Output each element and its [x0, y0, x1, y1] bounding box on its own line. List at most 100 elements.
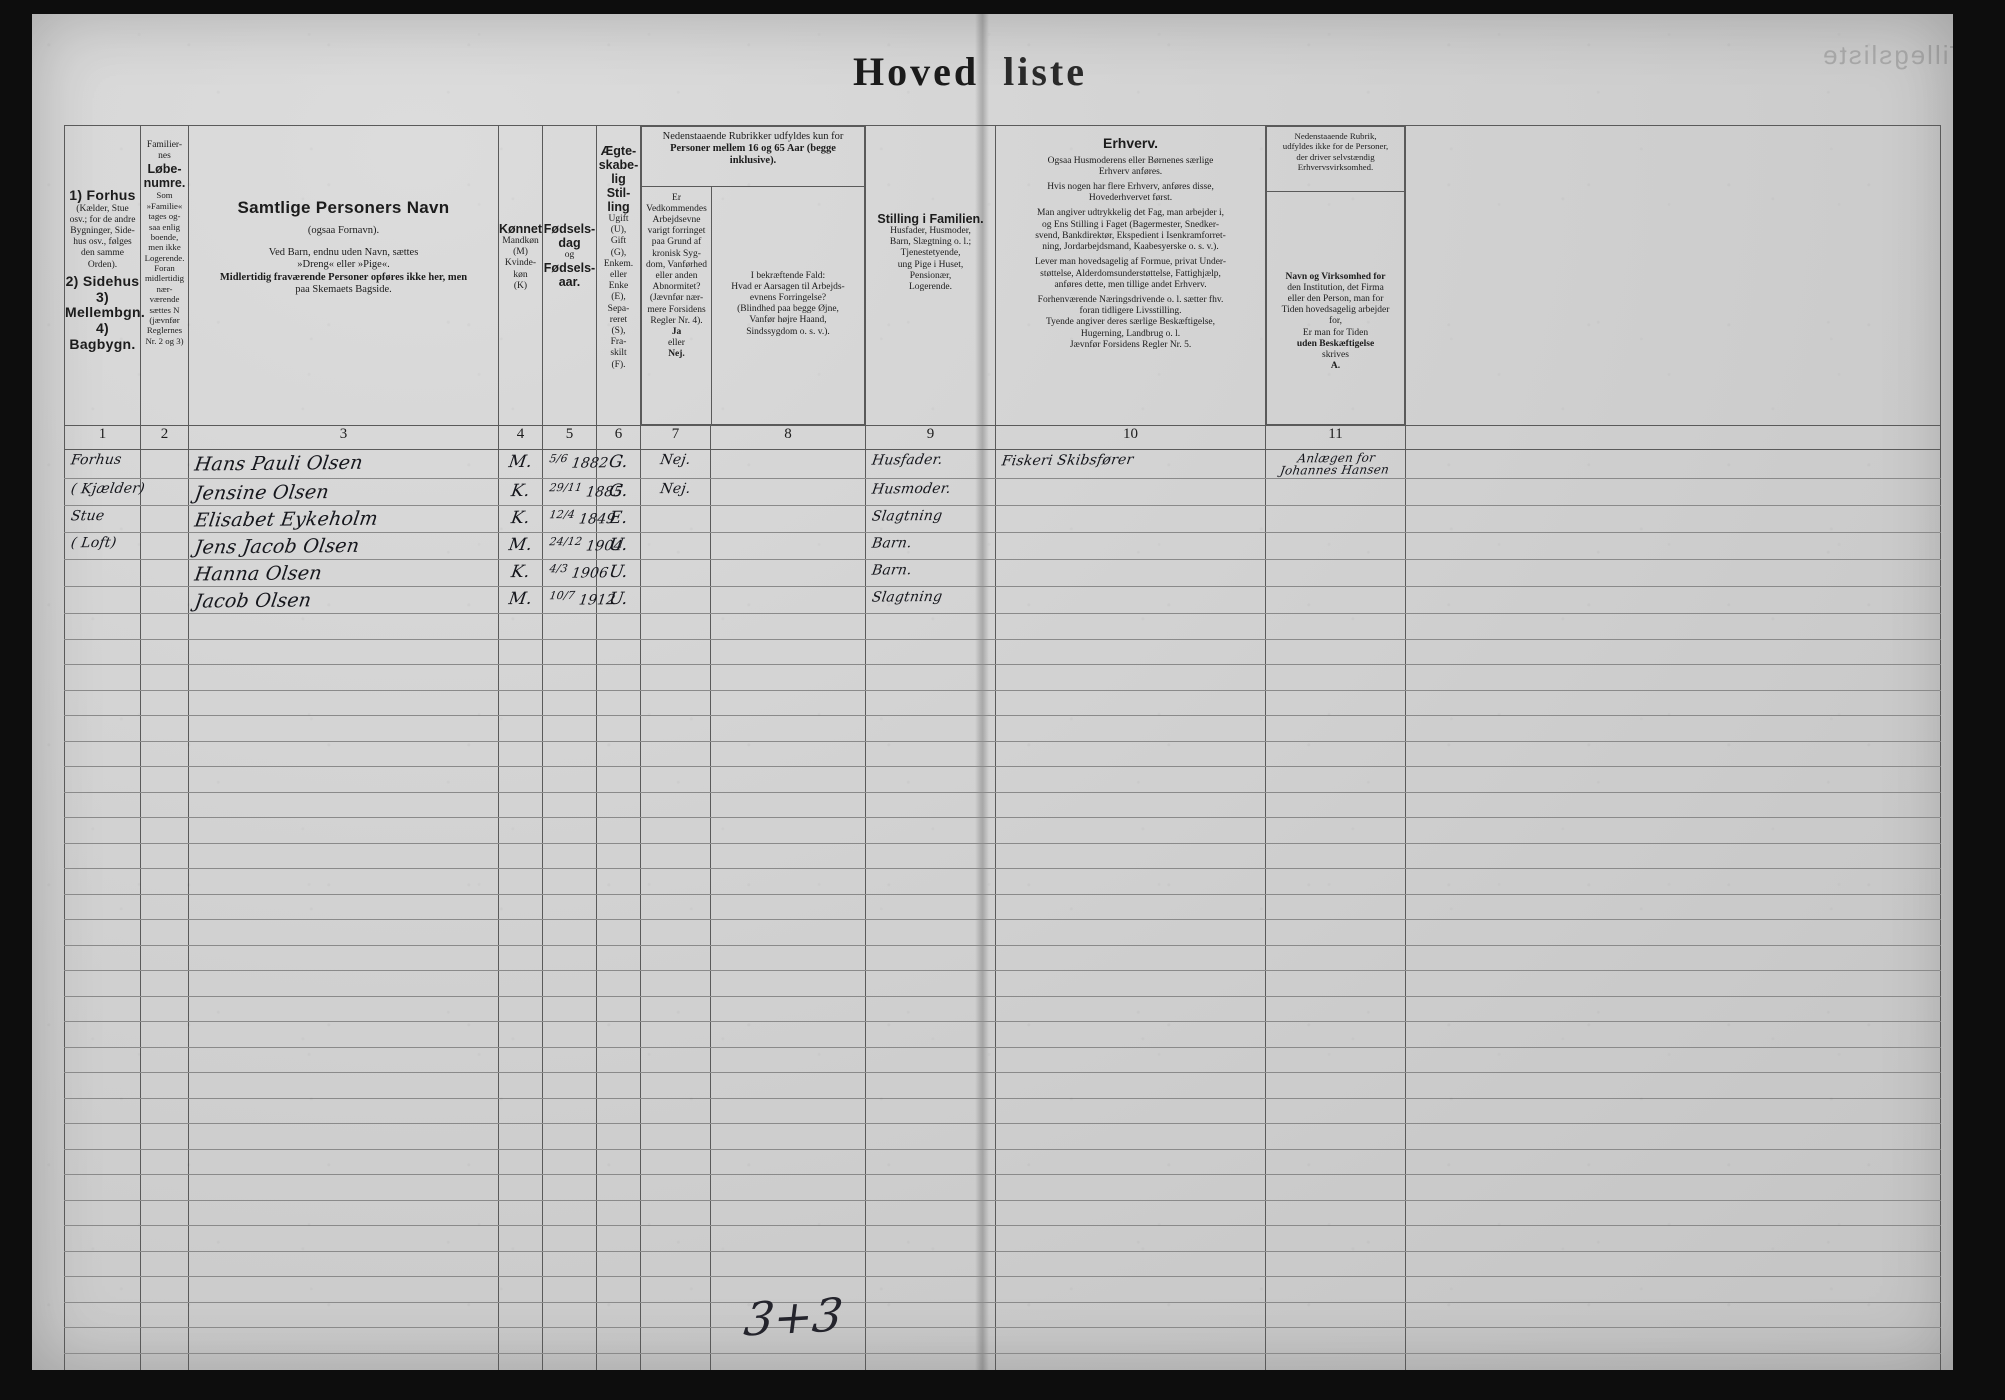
cell-employer[interactable] [1265, 478, 1407, 506]
cell-birth[interactable] [542, 944, 597, 971]
cell-birth[interactable]: 5/6 1882 [542, 449, 609, 479]
cell-dwelling[interactable] [64, 1301, 141, 1328]
cell-blank[interactable] [1405, 638, 1942, 665]
cell-dwelling[interactable] [64, 970, 141, 997]
cell-family-position[interactable] [864, 970, 997, 997]
cell-marital[interactable]: U. [596, 532, 641, 560]
cell-family-position[interactable] [864, 944, 997, 971]
cell-birth[interactable] [542, 919, 597, 946]
cell-birth[interactable] [542, 1046, 597, 1073]
cell-family-no[interactable] [140, 1072, 189, 1099]
cell-sex[interactable]: K. [498, 505, 543, 533]
cell-occupation[interactable] [995, 970, 1267, 997]
cell-family-position[interactable] [864, 740, 997, 767]
cell-marital[interactable] [596, 791, 641, 818]
cell-marital[interactable] [596, 1250, 641, 1277]
table-row[interactable] [64, 1123, 1942, 1150]
cell-birth[interactable] [542, 817, 597, 844]
cell-cause[interactable] [710, 478, 866, 506]
cell-family-position[interactable] [864, 1072, 997, 1099]
cell-marital[interactable] [596, 689, 641, 716]
cell-employer[interactable] [1265, 893, 1407, 920]
cell-name[interactable]: Jens Jacob Olsen [188, 532, 499, 560]
cell-sex[interactable] [498, 791, 543, 818]
cell-family-position[interactable] [864, 1327, 997, 1354]
cell-blank[interactable] [1405, 1199, 1942, 1226]
table-row[interactable] [64, 919, 1942, 946]
cell-dwelling[interactable] [64, 689, 141, 716]
cell-marital[interactable] [596, 1276, 641, 1303]
cell-impaired[interactable] [640, 1148, 711, 1175]
cell-employer[interactable]: Anlægen for Johannes Hansen [1265, 449, 1407, 479]
cell-family-position[interactable]: Husfader. [864, 449, 997, 479]
table-row[interactable] [64, 817, 1942, 844]
cell-impaired[interactable] [640, 944, 711, 971]
cell-family-no[interactable] [140, 613, 189, 640]
table-row[interactable] [64, 664, 1942, 691]
cell-occupation[interactable] [995, 613, 1267, 640]
cell-dwelling[interactable] [64, 1097, 141, 1124]
cell-dwelling[interactable]: Stue [64, 505, 141, 533]
cell-marital[interactable]: E. [596, 505, 641, 533]
cell-name[interactable] [188, 970, 499, 997]
cell-sex[interactable]: K. [498, 478, 543, 506]
cell-family-position[interactable] [864, 893, 997, 920]
cell-blank[interactable] [1405, 766, 1942, 793]
table-row[interactable] [64, 1046, 1942, 1073]
cell-name[interactable] [188, 1148, 499, 1175]
cell-name[interactable] [188, 1072, 499, 1099]
cell-cause[interactable] [710, 664, 866, 691]
cell-family-position[interactable] [864, 1225, 997, 1252]
cell-name[interactable] [188, 1276, 499, 1303]
cell-family-no[interactable] [140, 689, 189, 716]
cell-family-no[interactable] [140, 532, 189, 560]
cell-occupation[interactable] [995, 1327, 1267, 1354]
cell-dwelling[interactable] [64, 1276, 141, 1303]
cell-cause[interactable] [710, 995, 866, 1022]
cell-birth[interactable]: 12/4 1849 [542, 505, 617, 533]
cell-occupation[interactable] [995, 664, 1267, 691]
cell-family-no[interactable] [140, 1276, 189, 1303]
cell-family-position[interactable] [864, 1123, 997, 1150]
cell-family-no[interactable] [140, 893, 189, 920]
cell-dwelling[interactable] [64, 559, 141, 587]
cell-impaired[interactable] [640, 893, 711, 920]
cell-employer[interactable] [1265, 1123, 1407, 1150]
cell-blank[interactable] [1405, 817, 1942, 844]
cell-family-no[interactable] [140, 559, 189, 587]
cell-birth[interactable] [542, 740, 597, 767]
cell-family-no[interactable] [140, 478, 189, 506]
cell-blank[interactable] [1405, 1072, 1942, 1099]
cell-name[interactable]: Hans Pauli Olsen [188, 449, 499, 479]
cell-birth[interactable] [542, 893, 597, 920]
cell-impaired[interactable] [640, 1097, 711, 1124]
cell-impaired[interactable] [640, 638, 711, 665]
cell-occupation[interactable] [995, 1148, 1267, 1175]
cell-blank[interactable] [1405, 664, 1942, 691]
cell-employer[interactable] [1265, 919, 1407, 946]
table-row[interactable]: Jacob Olsen M. 10/7 1912 U. Slagtning [64, 586, 1942, 614]
cell-blank[interactable] [1405, 1174, 1942, 1201]
cell-sex[interactable] [498, 1250, 543, 1277]
cell-cause[interactable] [710, 842, 866, 869]
cell-occupation[interactable] [995, 505, 1267, 533]
table-row[interactable] [64, 842, 1942, 869]
cell-marital[interactable] [596, 1148, 641, 1175]
cell-birth[interactable] [542, 689, 597, 716]
table-row[interactable] [64, 689, 1942, 716]
cell-employer[interactable] [1265, 664, 1407, 691]
cell-blank[interactable] [1405, 532, 1942, 560]
cell-family-position[interactable] [864, 1276, 997, 1303]
table-row[interactable]: Forhus Hans Pauli Olsen M. 5/6 1882 G. Nej. Hu… [64, 449, 1942, 479]
cell-family-position[interactable] [864, 868, 997, 895]
cell-name[interactable] [188, 1174, 499, 1201]
cell-family-no[interactable] [140, 449, 189, 479]
cell-occupation[interactable] [995, 1199, 1267, 1226]
cell-blank[interactable] [1405, 689, 1942, 716]
cell-dwelling[interactable] [64, 791, 141, 818]
cell-marital[interactable] [596, 740, 641, 767]
cell-occupation[interactable] [995, 689, 1267, 716]
cell-sex[interactable] [498, 638, 543, 665]
cell-dwelling[interactable] [64, 586, 141, 614]
cell-occupation[interactable] [995, 868, 1267, 895]
